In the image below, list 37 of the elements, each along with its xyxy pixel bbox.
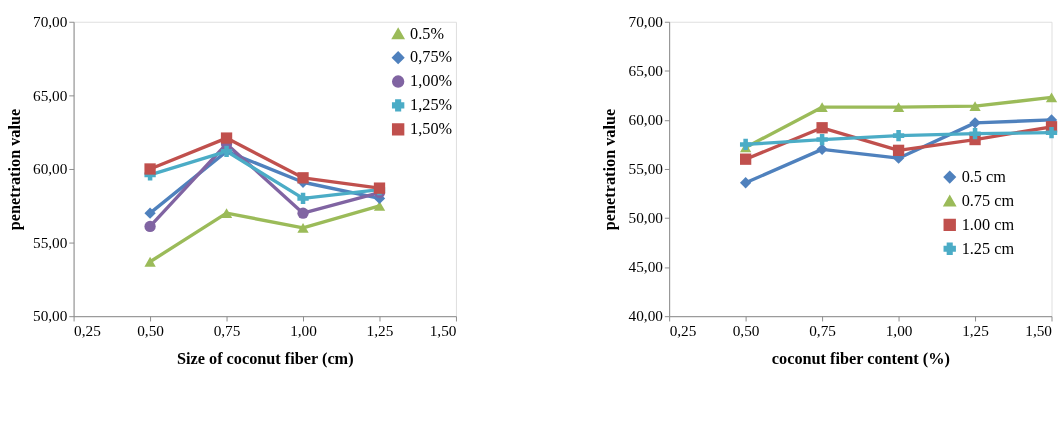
x-tick-label: 1,50 (1025, 321, 1053, 339)
y-tick-label: 65,00 (33, 86, 68, 104)
y-tick-label: 50,00 (628, 209, 664, 227)
y-tick-label: 65,00 (628, 62, 664, 80)
y-tick-label: 55,00 (628, 160, 664, 178)
x-tick-label: 1,50 (429, 321, 457, 339)
x-tick-label: 0,50 (732, 321, 760, 339)
x-tick-label: 1,00 (290, 321, 318, 339)
y-axis-title: penetration value (5, 108, 24, 231)
y-tick-label: 50,00 (33, 307, 68, 325)
x-tick-label: 1,00 (885, 321, 913, 339)
y-tick-label: 70,00 (33, 13, 68, 31)
legend-label: 1.00 cm (961, 215, 1015, 234)
x-tick-label: 1,25 (366, 321, 394, 339)
x-tick-label: 0,75 (213, 321, 241, 339)
legend-label: 0.5 cm (961, 167, 1007, 186)
legend-label: 0.75 cm (961, 191, 1015, 210)
x-tick-label: 0,75 (809, 321, 837, 339)
legend-label: 1,00% (410, 72, 453, 91)
y-tick-label: 55,00 (33, 233, 68, 251)
legend-label: 1,50% (410, 120, 453, 139)
x-axis-title: Size of coconut fiber (cm) (176, 350, 354, 369)
legend-label: 1,25% (410, 96, 453, 115)
x-tick-label: 0,50 (137, 321, 165, 339)
y-tick-label: 45,00 (628, 258, 664, 276)
x-tick-label: 0,25 (669, 321, 697, 339)
legend-label: 0,75% (410, 48, 453, 67)
y-tick-label: 70,00 (628, 13, 664, 31)
x-tick-label: 1,25 (962, 321, 990, 339)
x-axis-title: coconut fiber content (%) (771, 350, 950, 369)
y-tick-label: 40,00 (628, 307, 664, 325)
legend-label: 0.5% (410, 24, 444, 43)
x-tick-label: 0,25 (74, 321, 102, 339)
y-tick-label: 60,00 (628, 111, 664, 129)
legend-label: 1.25 cm (961, 239, 1015, 258)
y-tick-label: 60,00 (33, 160, 68, 178)
y-axis-title: penetration value (601, 108, 620, 231)
